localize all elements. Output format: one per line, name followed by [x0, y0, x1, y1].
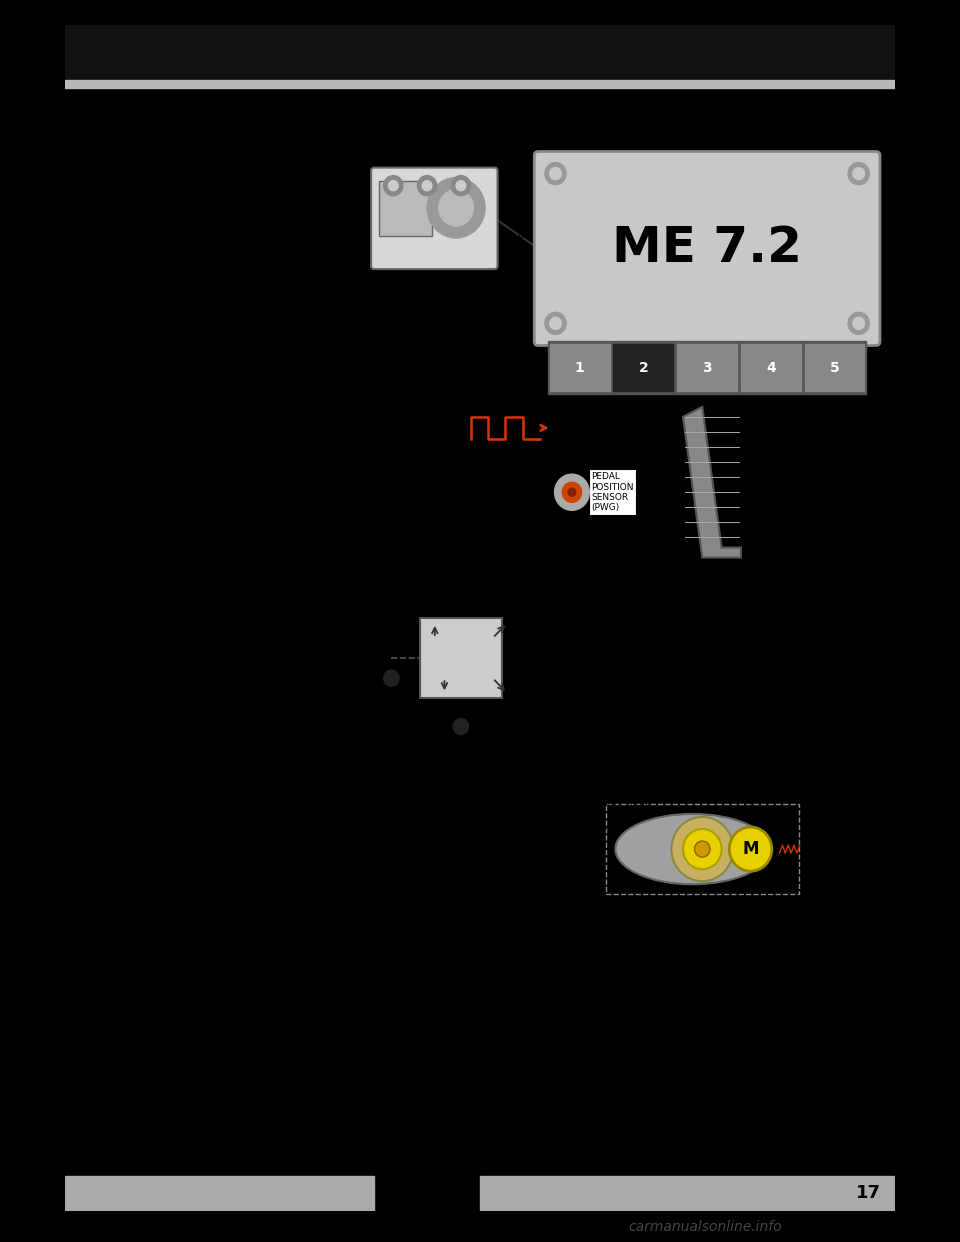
Circle shape [848, 312, 870, 334]
Text: 5: 5 [829, 360, 839, 375]
Circle shape [384, 175, 403, 196]
FancyBboxPatch shape [372, 168, 497, 270]
Text: ELECTRIC THROTTLE
VALVE (EDK): ELECTRIC THROTTLE VALVE (EDK) [596, 789, 688, 809]
Circle shape [456, 180, 466, 191]
Circle shape [550, 168, 562, 180]
Circle shape [568, 488, 576, 497]
Bar [65, 81, 896, 88]
Text: •: • [82, 950, 90, 965]
Text: INTEGRAL ELECTRIC THROTTLE SYSTEM (EML): INTEGRAL ELECTRIC THROTTLE SYSTEM (EML) [73, 102, 631, 122]
Text: CAN
BUS: CAN BUS [379, 284, 408, 312]
Text: BRAKE & CLUTCH
STATUS: BRAKE & CLUTCH STATUS [697, 534, 717, 599]
Bar [606, 804, 799, 894]
Circle shape [545, 312, 566, 334]
Circle shape [550, 318, 562, 329]
Ellipse shape [615, 814, 770, 884]
Circle shape [683, 828, 722, 869]
Bar [804, 344, 865, 391]
Bar [741, 344, 801, 391]
Text: −: − [406, 707, 425, 727]
Text: carmanualsonline.info: carmanualsonline.info [629, 1220, 782, 1235]
FancyBboxPatch shape [535, 152, 880, 345]
Text: •: • [82, 990, 90, 1005]
Circle shape [555, 474, 589, 510]
Text: •: • [82, 1016, 90, 1031]
Bar [548, 342, 867, 394]
Text: Regulate the calculated intake air load based on PWG input signals and programme: Regulate the calculated intake air load … [102, 950, 647, 980]
Text: DSC III
5.7: DSC III 5.7 [412, 139, 456, 166]
Circle shape [848, 163, 870, 185]
Circle shape [451, 175, 470, 196]
Circle shape [389, 180, 398, 191]
Text: Monitor and carryout max engine and road speed cutout.: Monitor and carryout max engine and road… [102, 1094, 468, 1108]
Circle shape [427, 178, 485, 238]
Text: ME 7.2: ME 7.2 [612, 225, 803, 272]
Text: 1: 1 [575, 360, 585, 375]
Bar [550, 344, 610, 391]
Text: PEDAL
POSITION
SENSOR
(PWG): PEDAL POSITION SENSOR (PWG) [591, 472, 634, 513]
Text: THROTTLE PLATE
POSITION: THROTTLE PLATE POSITION [825, 614, 844, 679]
Text: •: • [82, 1042, 90, 1057]
Bar [65, 25, 896, 81]
Text: Automatically position the EDK for accurate cruise control (FGR) operation.: Automatically position the EDK for accur… [102, 1042, 583, 1056]
Polygon shape [683, 407, 741, 558]
Text: 4: 4 [766, 360, 776, 375]
Text: THROTTLE PEDAL
POSITION: THROTTLE PEDAL POSITION [634, 564, 653, 631]
Text: •: • [82, 1094, 90, 1109]
Bar [420, 617, 502, 698]
Circle shape [852, 168, 865, 180]
Text: +: + [407, 579, 423, 597]
Text: When the accelerator pedal
is  moved,  the  PWG   pro-
vides a change in the mon: When the accelerator pedal is moved, the… [73, 175, 251, 411]
Text: Requirements placed on the Electric Throttle System:: Requirements placed on the Electric Thro… [73, 918, 517, 933]
Circle shape [384, 671, 399, 687]
Text: FUNCTIONAL DESCRIPTION: FUNCTIONAL DESCRIPTION [73, 145, 316, 160]
Text: 3: 3 [703, 360, 712, 375]
Circle shape [671, 817, 733, 882]
Circle shape [563, 482, 582, 502]
Circle shape [439, 190, 473, 226]
Text: THROTTLE INTERVENTION: THROTTLE INTERVENTION [520, 216, 529, 333]
Circle shape [453, 718, 468, 734]
Bar [613, 344, 673, 391]
Text: 17: 17 [856, 1185, 881, 1202]
Circle shape [422, 180, 432, 191]
Bar [379, 180, 432, 236]
Text: M: M [742, 840, 758, 858]
Circle shape [694, 841, 710, 857]
Text: Monitor the driver’s input request for cruise control operation.: Monitor the driver’s input request for c… [102, 1016, 500, 1028]
Text: •: • [82, 1068, 90, 1083]
Circle shape [545, 163, 566, 185]
Text: Perform all DSC III throttle control interventions.: Perform all DSC III throttle control int… [102, 1068, 410, 1082]
Circle shape [418, 175, 437, 196]
Text: EDK MOTOR
CONTROL: EDK MOTOR CONTROL [761, 589, 780, 635]
Circle shape [852, 318, 865, 329]
Text: 2: 2 [638, 360, 648, 375]
Bar [65, 1176, 374, 1211]
Bar [677, 344, 737, 391]
Text: CRUISE CONTROL
REQUESTS: CRUISE CONTROL REQUESTS [570, 549, 589, 616]
Circle shape [730, 827, 772, 871]
Bar [480, 1176, 896, 1211]
Text: Control idle air when LL detected with regard to road speed as per previous syst: Control idle air when LL detected with r… [102, 990, 647, 1002]
